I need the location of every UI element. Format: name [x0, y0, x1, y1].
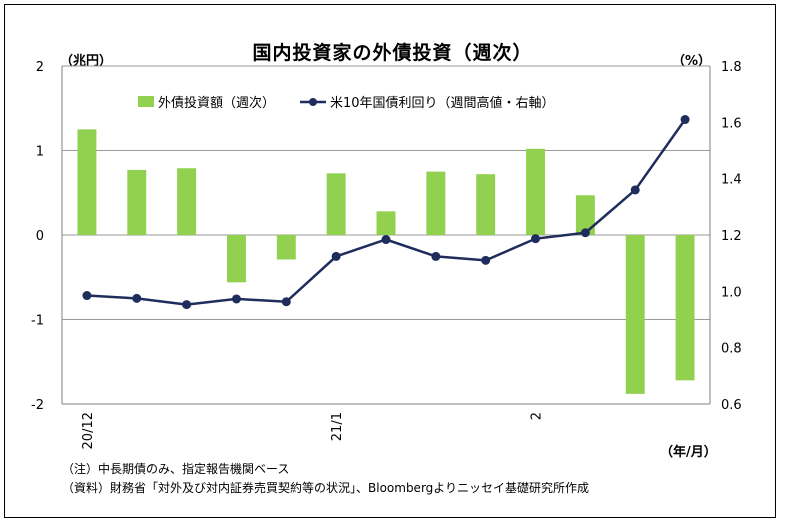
x-tick-label: 2: [530, 412, 545, 420]
left-axis-unit: （兆円）: [60, 54, 113, 69]
note-line: （注）中長期債のみ、指定報告機関ベース: [62, 462, 290, 476]
left-tick-label: -2: [31, 398, 44, 413]
line-point: [680, 115, 690, 125]
right-tick-label: 0.6: [721, 398, 742, 413]
line-point: [580, 228, 590, 238]
legend-bar-swatch: [138, 96, 154, 107]
right-tick-label: 1.6: [721, 116, 742, 131]
chart-frame: [4, 4, 776, 518]
legend-line-marker: [309, 98, 317, 106]
left-tick-label: 1: [36, 145, 44, 160]
line-point: [281, 297, 291, 307]
x-axis-unit: （年/月）: [660, 445, 717, 460]
bar: [77, 129, 97, 235]
line-point: [331, 251, 341, 261]
line-point: [630, 185, 640, 195]
bar: [575, 195, 595, 235]
source-line: （資料）財務省「対外及び対内証券売買契約等の状況」、Bloombergよりニッセ…: [62, 481, 590, 495]
bar: [376, 211, 396, 235]
x-tick-label: 20/12: [81, 412, 96, 449]
right-tick-label: 0.8: [721, 342, 742, 357]
chart-title: 国内投資家の外債投資（週次）: [252, 42, 533, 64]
bar: [276, 235, 296, 260]
line-point: [182, 300, 192, 310]
bar: [426, 171, 446, 235]
bar: [625, 235, 645, 394]
bar: [675, 235, 695, 381]
left-tick-label: -1: [31, 314, 44, 329]
bar: [526, 148, 546, 235]
line-point: [531, 234, 541, 244]
bar: [226, 235, 246, 283]
right-tick-label: 1.8: [721, 60, 742, 75]
line-point: [132, 293, 142, 303]
right-tick-label: 1.4: [721, 173, 742, 188]
line-point: [82, 291, 92, 301]
bar: [326, 173, 346, 235]
right-tick-label: 1.0: [721, 285, 742, 300]
left-tick-label: 2: [36, 60, 44, 75]
line-point: [231, 294, 241, 304]
x-tick-label: 21/1: [330, 412, 345, 441]
line-point: [431, 251, 441, 261]
legend-line-label: 米10年国債利回り（週間高値・右軸）: [330, 95, 555, 111]
bar: [476, 174, 496, 235]
bar: [127, 169, 147, 235]
bar: [177, 168, 197, 235]
line-point: [481, 255, 491, 265]
right-tick-label: 1.2: [721, 229, 742, 244]
legend-bar-label: 外債投資額（週次）: [158, 95, 275, 111]
line-point: [381, 235, 391, 245]
left-tick-label: 0: [36, 229, 44, 244]
right-axis-unit: （%）: [672, 54, 712, 69]
